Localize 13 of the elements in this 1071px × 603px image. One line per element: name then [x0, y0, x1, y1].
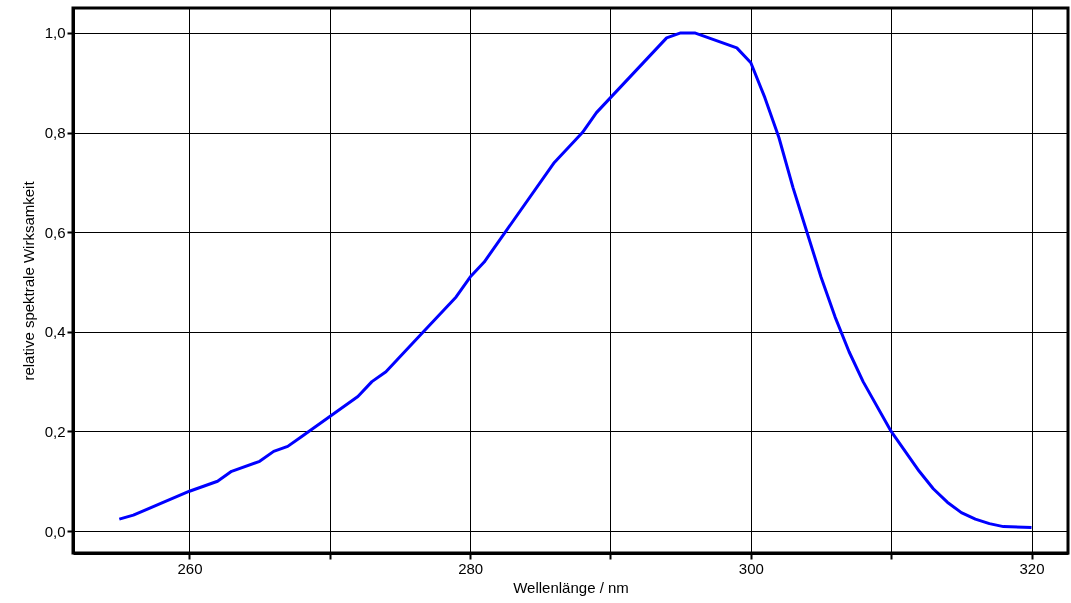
y-tick-label: 1,0 [44, 24, 66, 42]
y-tick-label: 0,4 [44, 323, 66, 341]
y-tick-label: 0,0 [44, 522, 66, 540]
x-tick-label: 320 [1019, 559, 1045, 577]
x-tick-label: 300 [738, 559, 764, 577]
x-tick-label: 260 [177, 559, 203, 577]
y-axis-title: relative spektrale Wirksamkeit [19, 180, 37, 381]
y-tick-label: 0,2 [44, 422, 66, 440]
y-tick-label: 0,8 [44, 124, 66, 142]
x-axis-title: Wellenlänge / nm [513, 578, 629, 596]
x-tick-label: 280 [458, 559, 484, 577]
y-tick-label: 0,6 [44, 223, 66, 241]
line-series [117, 31, 1034, 530]
